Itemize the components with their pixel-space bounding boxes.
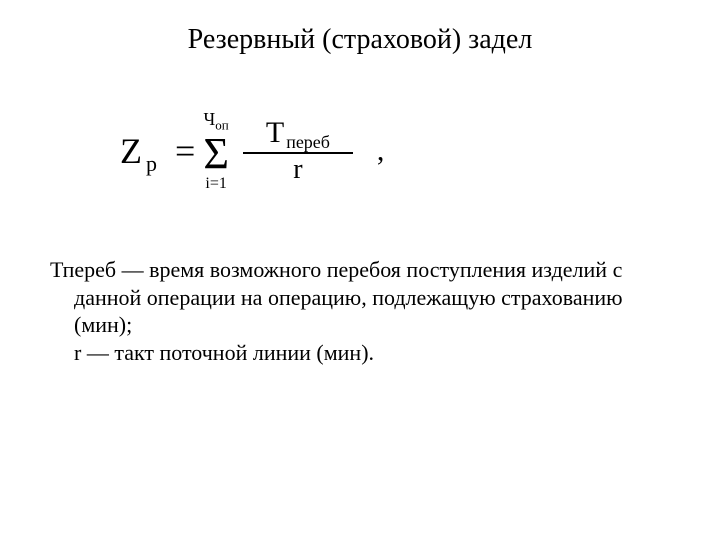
sum-lower: i=1 bbox=[205, 176, 226, 192]
formula: Z р = Чоп Σ i=1 Т переб r , bbox=[120, 96, 680, 206]
trailing-comma: , bbox=[377, 134, 385, 168]
sigma-symbol: Σ bbox=[203, 134, 229, 174]
desc-line3: (мин); bbox=[50, 311, 670, 339]
desc-line4: r — такт поточной линии (мин). bbox=[50, 339, 670, 367]
fraction: Т переб r bbox=[243, 118, 353, 184]
numerator-var: Т bbox=[266, 118, 284, 148]
summation: Чоп Σ i=1 bbox=[203, 110, 229, 191]
equals-sign: = bbox=[175, 130, 195, 172]
numerator-sub: переб bbox=[286, 133, 330, 151]
desc-line2: данной операции на операцию, подлежащую … bbox=[50, 284, 670, 312]
slide-title: Резервный (страховой) задел bbox=[40, 24, 680, 56]
formula-lhs: Z р bbox=[120, 130, 157, 172]
description: Тпереб — время возможного перебоя поступ… bbox=[50, 256, 670, 366]
lhs-sub: р bbox=[146, 151, 157, 177]
sum-upper-var: Ч bbox=[204, 109, 216, 129]
slide-page: Резервный (страховой) задел Z р = Чоп Σ … bbox=[0, 0, 720, 540]
fraction-numerator: Т переб bbox=[260, 118, 336, 152]
lhs-var: Z bbox=[120, 130, 142, 172]
desc-line1: Тпереб — время возможного перебоя поступ… bbox=[50, 257, 622, 282]
fraction-denominator: r bbox=[293, 154, 302, 184]
